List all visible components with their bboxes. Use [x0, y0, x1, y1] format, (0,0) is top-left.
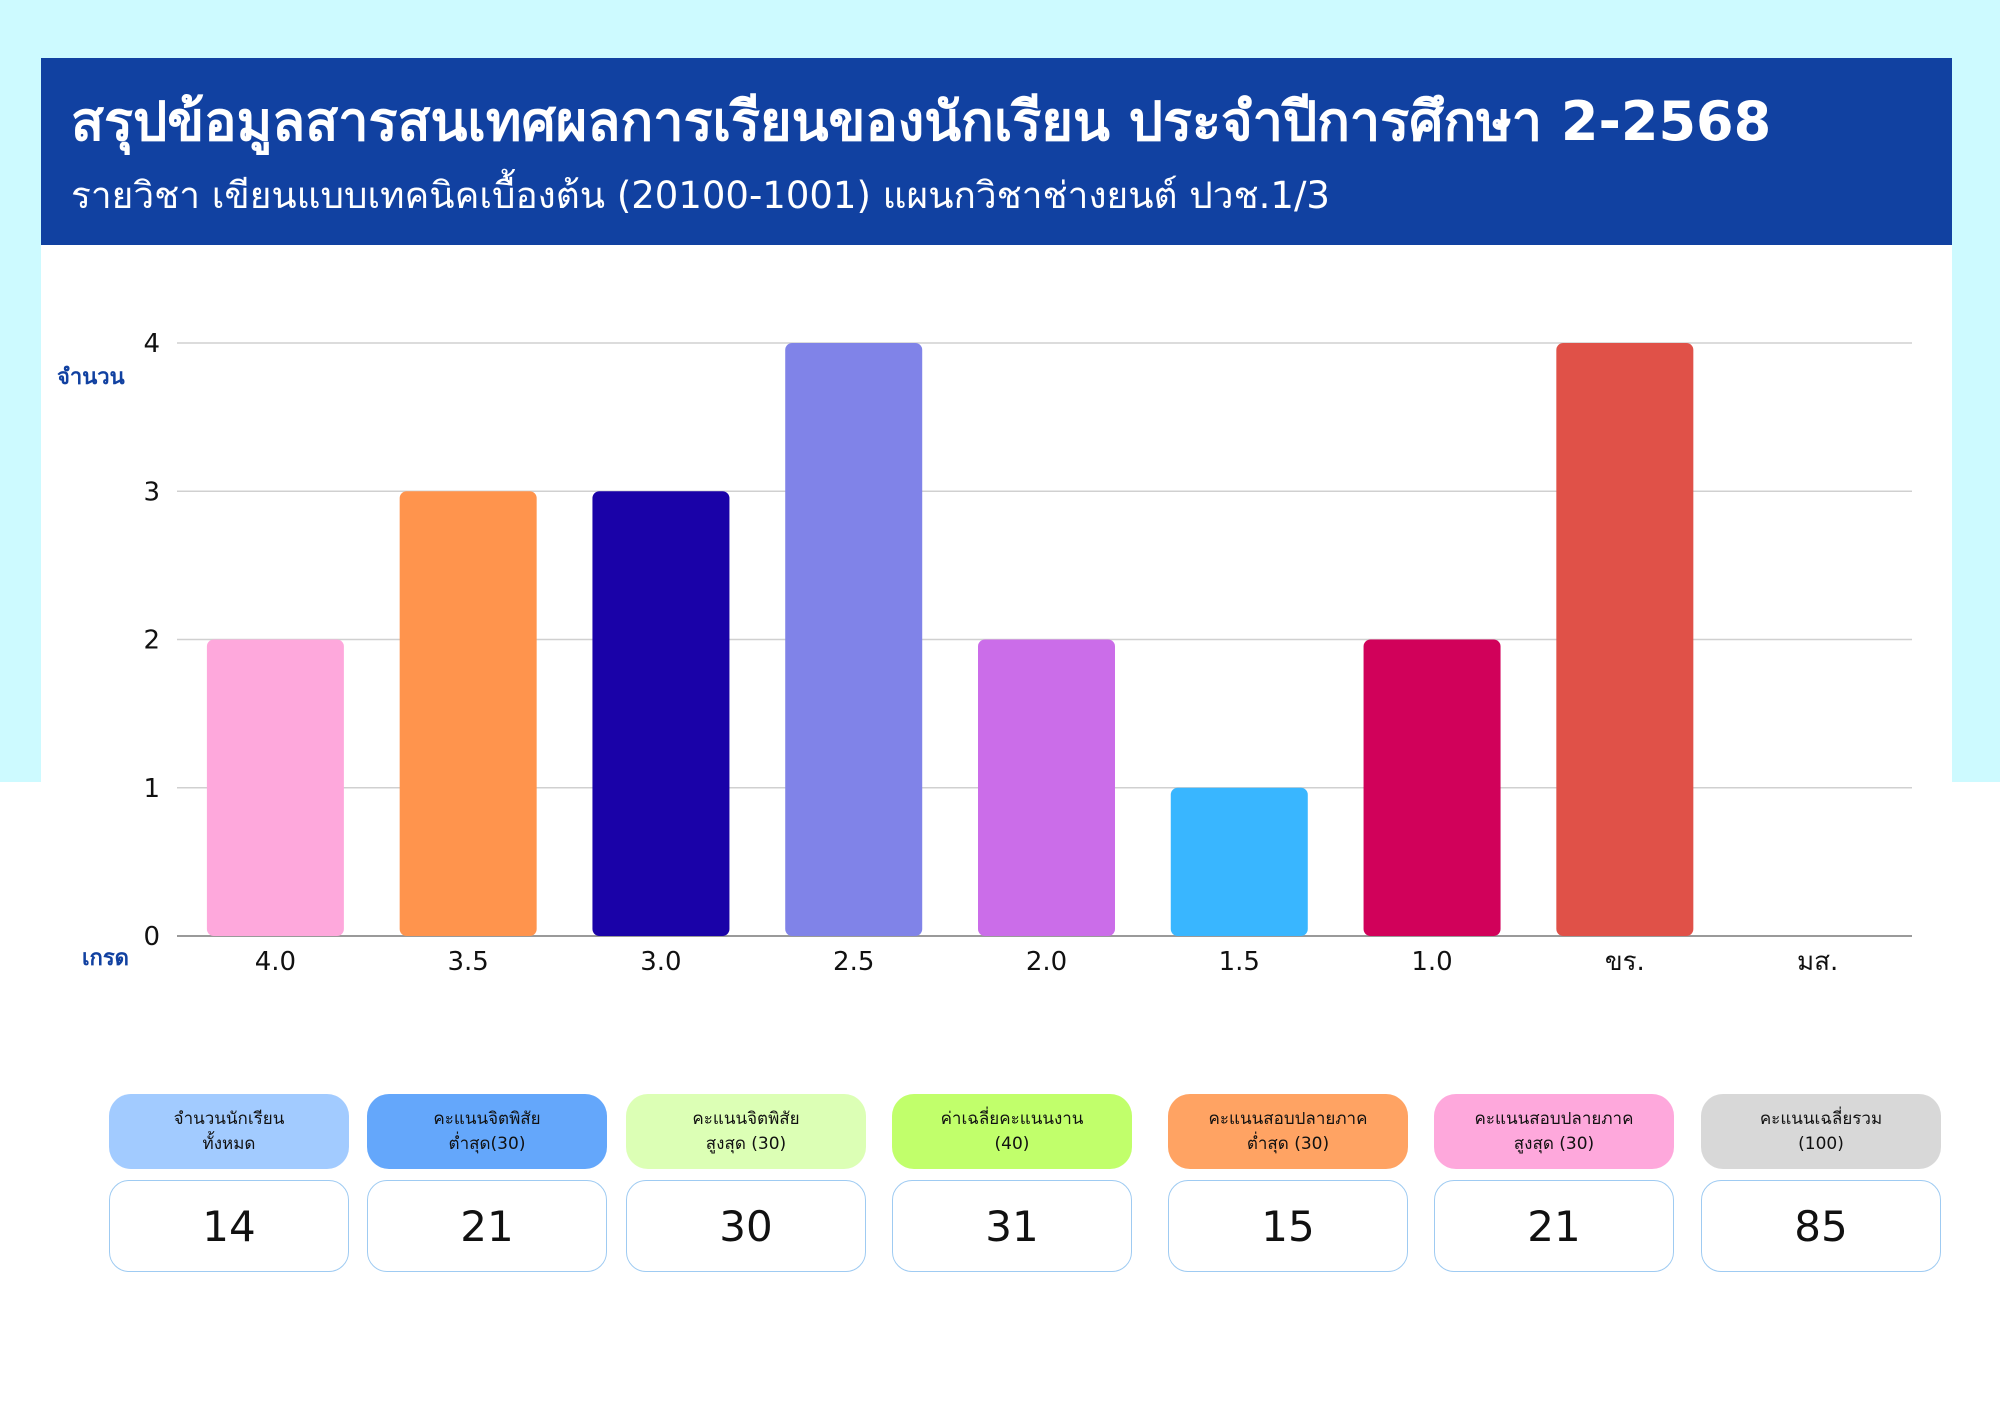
bar [592, 491, 730, 936]
header-banner: สรุปข้อมูลสารสนเทศผลการเรียนของนักเรียน … [41, 58, 1952, 245]
stat-label: คะแนนจิตพิสัย สูงสุด (30) [626, 1094, 866, 1169]
stat-value: 14 [109, 1180, 349, 1272]
x-tick-label: 4.0 [255, 947, 296, 977]
bar [978, 639, 1115, 936]
stat-label: คะแนนจิตพิสัย ต่ำสุด(30) [367, 1094, 607, 1169]
x-tick-label: มส. [1797, 947, 1838, 977]
bar [1363, 639, 1501, 936]
stat-value: 15 [1168, 1180, 1408, 1272]
x-tick-label: 2.0 [1026, 947, 1067, 977]
stat-label: คะแนนสอบปลายภาค ต่ำสุด (30) [1168, 1094, 1408, 1169]
stat-value: 21 [1434, 1180, 1674, 1272]
bar [399, 491, 537, 936]
y-axis-label: จำนวน [57, 365, 125, 390]
stat-label: คะแนนสอบปลายภาค สูงสุด (30) [1434, 1094, 1674, 1169]
y-tick-label: 2 [143, 626, 160, 656]
page-title: สรุปข้อมูลสารสนเทศผลการเรียนของนักเรียน … [71, 90, 1772, 153]
y-tick-label: 3 [143, 477, 160, 507]
x-tick-label: 3.0 [640, 947, 681, 977]
x-axis-label: เกรด [82, 946, 129, 971]
bar [206, 639, 344, 936]
page-subtitle: รายวิชา เขียนแบบเทคนิคเบื้องต้น (20100-1… [71, 174, 1330, 217]
x-tick-label: 1.0 [1411, 947, 1452, 977]
bar [785, 343, 923, 936]
x-tick-label: 3.5 [447, 947, 488, 977]
y-tick-label: 4 [143, 329, 160, 359]
y-tick-label: 0 [143, 922, 160, 952]
stat-label: ค่าเฉลี่ยคะแนนงาน (40) [892, 1094, 1132, 1169]
stat-value: 21 [367, 1180, 607, 1272]
bar [1556, 343, 1694, 936]
x-tick-label: ขร. [1605, 947, 1645, 977]
stat-label: คะแนนเฉลี่ยรวม (100) [1701, 1094, 1941, 1169]
stat-value: 85 [1701, 1180, 1941, 1272]
y-tick-label: 1 [143, 774, 160, 804]
stat-value: 31 [892, 1180, 1132, 1272]
stat-label: จำนวนนักเรียน ทั้งหมด [109, 1094, 349, 1169]
x-tick-label: 1.5 [1219, 947, 1260, 977]
bar [1170, 787, 1308, 936]
stat-value: 30 [626, 1180, 866, 1272]
x-tick-label: 2.5 [833, 947, 874, 977]
